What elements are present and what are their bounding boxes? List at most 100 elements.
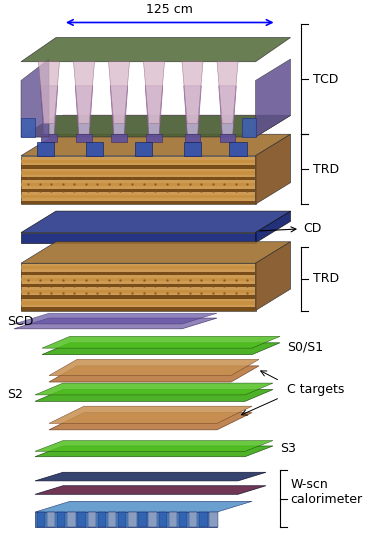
Polygon shape <box>77 512 86 527</box>
Polygon shape <box>138 512 147 527</box>
Polygon shape <box>49 366 259 382</box>
Polygon shape <box>21 118 35 137</box>
Polygon shape <box>256 242 291 310</box>
Polygon shape <box>21 284 255 287</box>
Polygon shape <box>21 301 255 305</box>
Text: 125 cm: 125 cm <box>146 3 193 16</box>
Polygon shape <box>21 177 255 180</box>
Polygon shape <box>47 512 55 527</box>
Polygon shape <box>144 62 164 124</box>
Polygon shape <box>41 134 57 143</box>
Polygon shape <box>49 406 252 423</box>
Polygon shape <box>35 446 273 457</box>
Polygon shape <box>21 201 255 204</box>
Polygon shape <box>21 134 291 156</box>
Polygon shape <box>184 143 201 156</box>
Polygon shape <box>184 86 201 134</box>
Polygon shape <box>21 38 291 62</box>
Polygon shape <box>21 211 291 233</box>
Polygon shape <box>179 512 187 527</box>
Polygon shape <box>98 512 106 527</box>
Polygon shape <box>219 86 236 134</box>
Polygon shape <box>220 134 235 143</box>
Polygon shape <box>40 86 58 134</box>
Polygon shape <box>38 62 60 124</box>
Polygon shape <box>21 116 291 137</box>
Polygon shape <box>37 512 45 527</box>
Polygon shape <box>21 233 256 243</box>
Polygon shape <box>21 242 291 263</box>
Polygon shape <box>182 62 203 124</box>
Polygon shape <box>21 159 255 163</box>
Text: S0/S1: S0/S1 <box>287 340 323 353</box>
Polygon shape <box>35 389 273 401</box>
Polygon shape <box>256 59 291 137</box>
Polygon shape <box>159 512 167 527</box>
Polygon shape <box>21 266 255 269</box>
Polygon shape <box>35 441 273 451</box>
Polygon shape <box>21 289 255 293</box>
Polygon shape <box>14 313 217 324</box>
Text: W-scn
calorimeter: W-scn calorimeter <box>291 478 363 505</box>
Polygon shape <box>14 318 217 329</box>
Polygon shape <box>185 134 200 143</box>
Text: S2: S2 <box>7 388 23 401</box>
Polygon shape <box>21 171 255 174</box>
Polygon shape <box>21 263 256 310</box>
Polygon shape <box>128 512 137 527</box>
Polygon shape <box>21 183 255 186</box>
Text: TRD: TRD <box>313 272 339 285</box>
Polygon shape <box>21 295 255 299</box>
Polygon shape <box>256 211 291 243</box>
Polygon shape <box>21 189 255 192</box>
Polygon shape <box>37 143 54 156</box>
Polygon shape <box>57 512 65 527</box>
Text: TCD: TCD <box>313 73 339 86</box>
Polygon shape <box>21 278 255 281</box>
Polygon shape <box>49 360 259 375</box>
Polygon shape <box>111 134 127 143</box>
Polygon shape <box>118 512 126 527</box>
Polygon shape <box>241 118 256 137</box>
Polygon shape <box>109 62 129 124</box>
Polygon shape <box>21 165 255 168</box>
Polygon shape <box>35 501 252 512</box>
Polygon shape <box>67 512 76 527</box>
Polygon shape <box>35 383 273 395</box>
Polygon shape <box>21 156 256 204</box>
Polygon shape <box>75 86 93 134</box>
Polygon shape <box>49 413 252 430</box>
Polygon shape <box>88 512 96 527</box>
Polygon shape <box>42 343 280 355</box>
Text: SCD: SCD <box>7 315 33 328</box>
Polygon shape <box>148 512 157 527</box>
Polygon shape <box>73 62 94 124</box>
Polygon shape <box>169 512 177 527</box>
Polygon shape <box>217 62 238 124</box>
Polygon shape <box>145 86 163 134</box>
Polygon shape <box>28 114 283 134</box>
Polygon shape <box>256 134 291 204</box>
Polygon shape <box>21 59 49 137</box>
Polygon shape <box>135 143 152 156</box>
Text: C targets: C targets <box>287 383 344 396</box>
Polygon shape <box>108 512 116 527</box>
Polygon shape <box>42 336 280 348</box>
Polygon shape <box>86 143 103 156</box>
Text: TRD: TRD <box>313 163 339 176</box>
Polygon shape <box>21 195 255 198</box>
Text: CD: CD <box>260 222 321 235</box>
Polygon shape <box>209 512 218 527</box>
Polygon shape <box>21 272 255 275</box>
Polygon shape <box>199 512 207 527</box>
Polygon shape <box>110 86 128 134</box>
Polygon shape <box>146 134 162 143</box>
Polygon shape <box>76 134 92 143</box>
Text: S3: S3 <box>280 442 296 455</box>
Polygon shape <box>35 512 217 527</box>
Polygon shape <box>35 472 266 481</box>
Polygon shape <box>35 485 266 494</box>
Polygon shape <box>189 512 197 527</box>
Polygon shape <box>229 143 247 156</box>
Polygon shape <box>21 307 255 310</box>
